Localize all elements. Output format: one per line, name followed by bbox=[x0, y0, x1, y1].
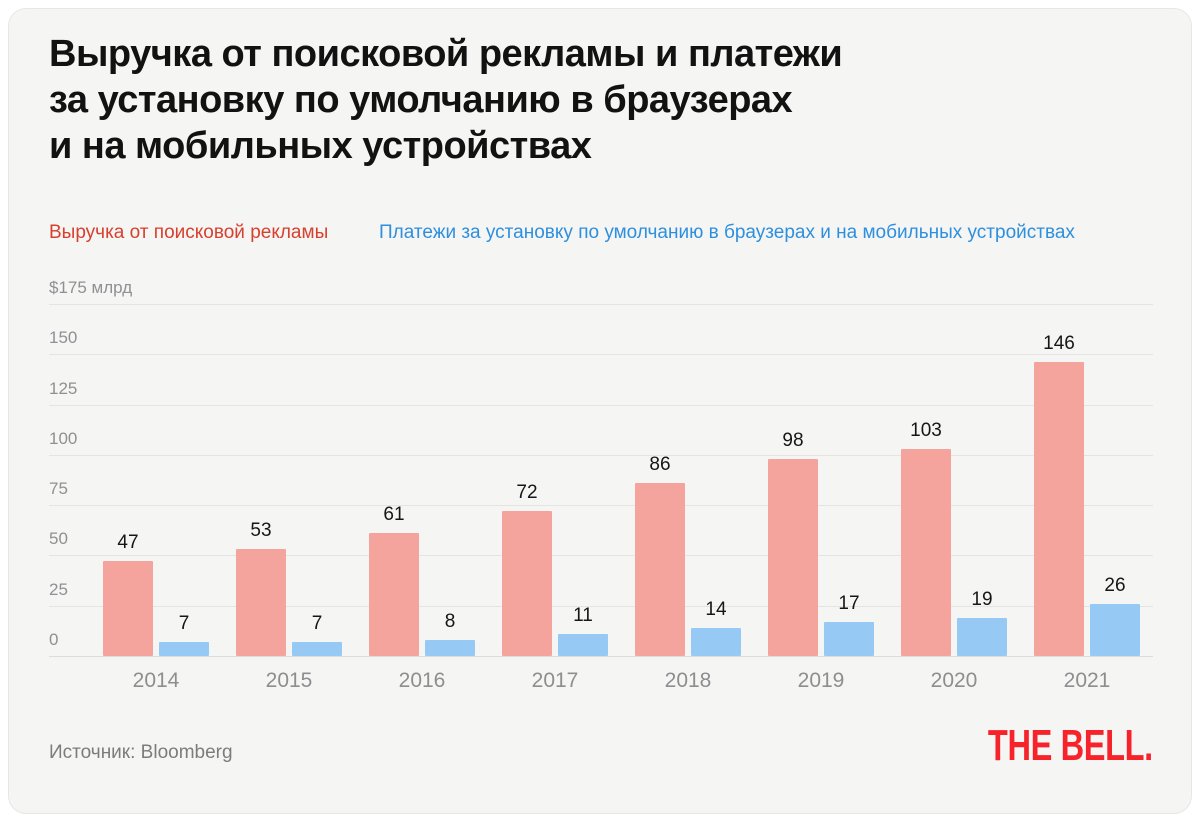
y-tick-label: 125 bbox=[49, 379, 78, 398]
x-axis-year-label: 2017 bbox=[531, 669, 579, 692]
legend-item-default-install-payments: Платежи за установку по умолчанию в брау… bbox=[379, 222, 1075, 243]
bar-value-label: 19 bbox=[971, 589, 993, 610]
bar-chart: $175 млрд 150 125 100 75 50 25 0 47 7 2014 53 7 2015 6… bbox=[49, 278, 1153, 692]
y-tick-label: 100 bbox=[49, 429, 78, 448]
bar-search-ad-revenue bbox=[1034, 362, 1084, 656]
bar-search-ad-revenue bbox=[236, 549, 286, 656]
x-axis-year-label: 2021 bbox=[1063, 669, 1111, 692]
bar-value-label: 86 bbox=[649, 454, 671, 475]
the-bell-logo: THE BELL. bbox=[988, 721, 1153, 770]
bar-value-label: 72 bbox=[516, 482, 538, 503]
bar-default-install-payments bbox=[159, 642, 209, 656]
bar-default-install-payments bbox=[957, 618, 1007, 656]
gridline bbox=[49, 304, 1153, 305]
bar-value-label: 103 bbox=[910, 420, 942, 441]
bar-value-label: 98 bbox=[782, 430, 804, 451]
y-tick-label: 50 bbox=[49, 529, 68, 548]
y-tick-label: 75 bbox=[49, 479, 68, 498]
bar-default-install-payments bbox=[1090, 604, 1140, 656]
gridline bbox=[49, 505, 1153, 506]
y-tick-label: $175 млрд bbox=[49, 278, 133, 297]
bar-value-label: 14 bbox=[705, 599, 727, 620]
y-tick-label: 25 bbox=[49, 580, 68, 599]
legend-item-search-ad-revenue: Выручка от поисковой рекламы bbox=[49, 222, 329, 243]
bar-search-ad-revenue bbox=[901, 449, 951, 656]
gridline bbox=[49, 405, 1153, 406]
y-tick-label: 0 bbox=[49, 630, 59, 649]
x-axis-year-label: 2015 bbox=[265, 669, 313, 692]
bar-default-install-payments bbox=[292, 642, 342, 656]
bar-default-install-payments bbox=[558, 634, 608, 656]
chart-card: Выручка от поисковой рекламы и платежи з… bbox=[8, 8, 1192, 814]
bar-value-label: 26 bbox=[1104, 575, 1126, 596]
x-axis-year-label: 2014 bbox=[132, 669, 180, 692]
bar-value-label: 146 bbox=[1043, 333, 1075, 354]
gridline bbox=[49, 354, 1153, 355]
bar-default-install-payments bbox=[425, 640, 475, 656]
x-axis-year-label: 2016 bbox=[398, 669, 446, 692]
y-tick-label: 150 bbox=[49, 328, 78, 347]
x-axis-year-label: 2018 bbox=[664, 669, 712, 692]
bar-default-install-payments bbox=[691, 628, 741, 656]
bar-search-ad-revenue bbox=[502, 511, 552, 656]
bar-value-label: 47 bbox=[117, 532, 139, 553]
bar-value-label: 8 bbox=[444, 611, 456, 632]
gridline bbox=[49, 656, 1153, 657]
bar-value-label: 53 bbox=[250, 520, 272, 541]
bar-value-label: 61 bbox=[383, 504, 405, 525]
bar-value-label: 11 bbox=[573, 605, 593, 626]
bar-value-label: 7 bbox=[178, 613, 190, 634]
source-note: Источник: Bloomberg bbox=[49, 742, 233, 763]
gridline bbox=[49, 455, 1153, 456]
x-axis-year-label: 2020 bbox=[930, 669, 978, 692]
bar-search-ad-revenue bbox=[768, 459, 818, 656]
bar-search-ad-revenue bbox=[369, 533, 419, 656]
bar-value-label: 17 bbox=[838, 593, 860, 614]
chart-title: Выручка от поисковой рекламы и платежи з… bbox=[49, 33, 843, 167]
gridline bbox=[49, 606, 1153, 607]
legend: Выручка от поисковой рекламы Платежи за … bbox=[9, 221, 1191, 247]
bar-value-label: 7 bbox=[311, 613, 323, 634]
gridline bbox=[49, 555, 1153, 556]
x-axis-year-label: 2019 bbox=[797, 669, 845, 692]
bar-default-install-payments bbox=[824, 622, 874, 656]
bar-search-ad-revenue bbox=[103, 561, 153, 656]
bar-search-ad-revenue bbox=[635, 483, 685, 656]
